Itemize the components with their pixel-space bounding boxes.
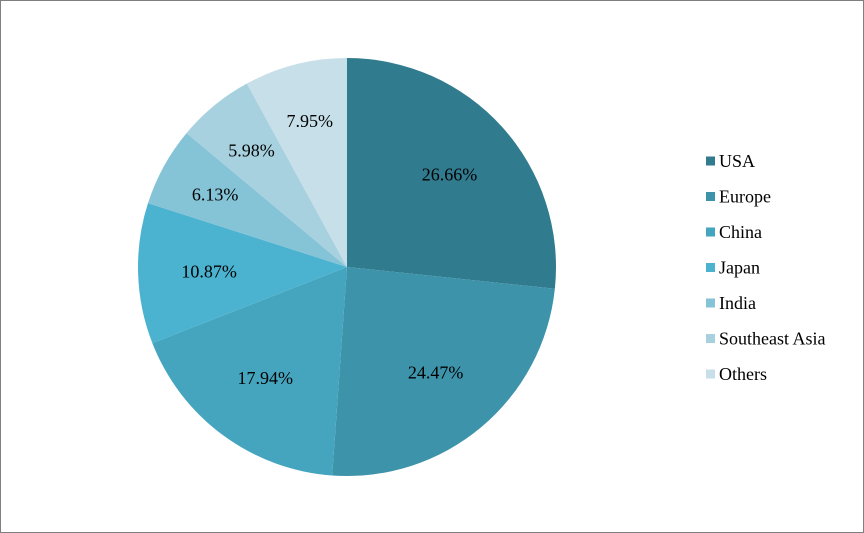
legend-label-usa: USA — [719, 151, 755, 171]
legend-swatch-china — [706, 227, 715, 237]
legend-swatch-usa — [706, 156, 715, 166]
legend-swatch-southeast-asia — [706, 334, 715, 343]
legend: USA Europe China Japan India Southeast Asia Ot… — [706, 151, 826, 384]
pie-slice-europe — [332, 267, 555, 477]
pie-slices — [137, 58, 556, 477]
pie-slice-china — [152, 267, 347, 476]
legend-swatch-europe — [706, 192, 715, 201]
legend-swatch-others — [706, 369, 715, 379]
data-label-southeast-asia: 5.98% — [228, 141, 275, 161]
legend-label-india: India — [719, 293, 756, 313]
legend-label-japan: Japan — [719, 258, 760, 278]
legend-label-china: China — [719, 222, 762, 242]
data-label-japan: 10.87% — [181, 261, 237, 281]
pie-slice-labels: 26.66% 24.47% 17.94% 10.87% 6.13% 5.98% 7.95% — [181, 111, 477, 388]
data-label-europe: 24.47% — [408, 363, 464, 383]
pie-slice-southeast-asia — [186, 83, 347, 267]
pie-slice-usa — [347, 58, 556, 289]
data-label-usa: 26.66% — [422, 165, 478, 185]
legend-label-europe: Europe — [719, 187, 771, 207]
legend-swatch-japan — [706, 263, 715, 272]
legend-swatch-india — [706, 298, 715, 308]
data-label-china: 17.94% — [237, 368, 293, 388]
data-label-others: 7.95% — [287, 111, 334, 131]
pie-slice-india — [147, 133, 347, 267]
data-label-india: 6.13% — [192, 184, 239, 204]
legend-label-southeast-asia: Southeast Asia — [719, 329, 826, 349]
pie-slice-others — [246, 58, 347, 267]
legend-label-others: Others — [719, 364, 767, 384]
pie-slice-japan — [137, 203, 347, 344]
